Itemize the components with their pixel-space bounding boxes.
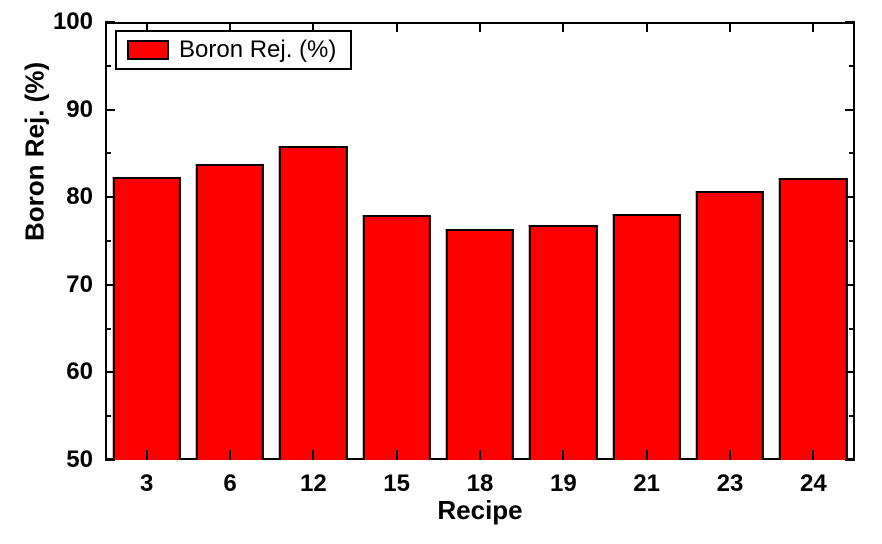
x-tick-label: 18 (467, 470, 494, 498)
y-tick (105, 65, 111, 67)
y-axis-label: Boron Rej. (%) (20, 62, 51, 241)
bar (612, 214, 680, 460)
x-tick (396, 450, 398, 460)
bar (446, 229, 514, 460)
y-tick (105, 459, 115, 461)
x-tick-label: 23 (717, 470, 744, 498)
bar (779, 178, 847, 460)
bar (362, 215, 430, 460)
bar-chart: Boron Rej. (%) Recipe Boron Rej. (%) 50 6… (0, 0, 882, 544)
y-tick (849, 65, 855, 67)
x-tick (396, 22, 398, 32)
x-tick-label: 21 (633, 470, 660, 498)
bar (696, 191, 764, 460)
y-tick-label: 80 (66, 183, 93, 211)
x-tick (812, 450, 814, 460)
y-tick (105, 21, 115, 23)
y-tick-label: 70 (66, 271, 93, 299)
y-tick-label: 100 (53, 8, 93, 36)
x-tick (562, 22, 564, 32)
y-tick (105, 284, 115, 286)
y-tick (845, 196, 855, 198)
legend-swatch (127, 40, 169, 60)
y-tick (105, 109, 115, 111)
y-tick (849, 240, 855, 242)
y-tick (105, 415, 111, 417)
plot-area: Boron Rej. (%) Recipe Boron Rej. (%) 506… (105, 22, 855, 460)
y-tick (845, 109, 855, 111)
y-tick-label: 50 (66, 446, 93, 474)
legend: Boron Rej. (%) (115, 30, 352, 70)
x-axis-label: Recipe (437, 495, 522, 526)
x-tick-label: 24 (800, 470, 827, 498)
x-tick (146, 450, 148, 460)
x-tick (729, 22, 731, 32)
x-tick (312, 450, 314, 460)
x-tick-label: 6 (223, 470, 236, 498)
y-tick (105, 240, 111, 242)
y-tick (845, 371, 855, 373)
bar (196, 164, 264, 460)
y-tick (105, 371, 115, 373)
y-tick (105, 152, 111, 154)
x-tick-label: 19 (550, 470, 577, 498)
bar (529, 225, 597, 460)
y-tick (105, 196, 115, 198)
x-tick (646, 450, 648, 460)
bar (279, 146, 347, 460)
bar (112, 177, 180, 460)
x-tick (729, 450, 731, 460)
y-tick (849, 328, 855, 330)
x-tick-label: 15 (383, 470, 410, 498)
x-tick (479, 22, 481, 32)
legend-label: Boron Rej. (%) (179, 36, 336, 64)
x-tick (479, 450, 481, 460)
y-tick (849, 415, 855, 417)
y-tick (105, 328, 111, 330)
x-tick (562, 450, 564, 460)
x-tick-label: 12 (300, 470, 327, 498)
y-tick (849, 152, 855, 154)
y-tick (845, 284, 855, 286)
y-tick (845, 21, 855, 23)
x-tick (229, 450, 231, 460)
x-tick-label: 3 (140, 470, 153, 498)
y-tick-label: 60 (66, 358, 93, 386)
x-tick (812, 22, 814, 32)
y-tick-label: 90 (66, 96, 93, 124)
x-tick (646, 22, 648, 32)
y-tick (845, 459, 855, 461)
